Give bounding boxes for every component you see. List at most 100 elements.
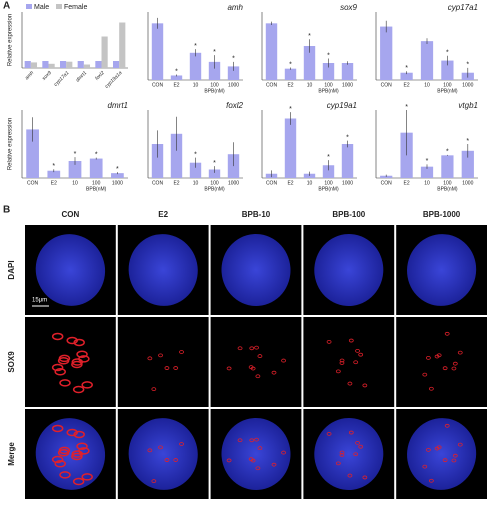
- significance: *: [194, 151, 197, 158]
- stain: [164, 366, 170, 370]
- x-tick-label: E2: [173, 82, 179, 88]
- stain: [158, 445, 163, 450]
- bar: [322, 63, 335, 80]
- bar: [101, 36, 108, 68]
- chart-title: cyp17a1: [448, 3, 478, 12]
- stain: [452, 453, 458, 458]
- stain: [179, 442, 184, 446]
- bar: [265, 23, 278, 80]
- chart-title: foxl2: [226, 101, 243, 110]
- stain: [451, 458, 457, 463]
- x-tick-label: 1000: [228, 180, 239, 186]
- stain: [457, 350, 463, 355]
- stain: [358, 352, 364, 357]
- stain: [358, 444, 364, 449]
- significance: *: [116, 166, 119, 173]
- bar: [59, 61, 67, 68]
- stain: [254, 437, 259, 442]
- stain: [51, 455, 64, 464]
- bar: [170, 133, 183, 178]
- stain: [436, 445, 442, 450]
- tissue: [407, 234, 477, 306]
- bar: [112, 61, 120, 68]
- stain: [457, 442, 463, 447]
- x-tick-label: CON: [381, 180, 393, 186]
- micrograph: [25, 317, 116, 407]
- significance: *: [346, 134, 349, 141]
- significance: *: [327, 52, 330, 59]
- stain: [59, 379, 71, 387]
- stain: [58, 354, 71, 363]
- bar: [89, 158, 103, 178]
- stain: [51, 332, 64, 341]
- stain: [425, 355, 431, 360]
- x-tick-label: 1000: [462, 82, 473, 88]
- stain: [158, 353, 163, 358]
- stain: [326, 431, 332, 436]
- y-axis-label: Relative expression: [8, 14, 14, 66]
- x-tick-label: 100: [210, 180, 219, 186]
- bar: [30, 62, 38, 68]
- significance: *: [308, 33, 311, 40]
- bar: [170, 75, 183, 80]
- x-tick-label: CON: [381, 82, 393, 88]
- stain: [58, 446, 71, 455]
- bar: [83, 64, 91, 68]
- tissue: [314, 418, 384, 490]
- stain: [428, 386, 434, 391]
- x-tick-label: 100: [92, 180, 101, 186]
- panel-label: A: [3, 1, 10, 12]
- stain: [355, 440, 360, 445]
- legend-swatch: [26, 4, 32, 9]
- column-header: BPB-100: [332, 210, 365, 219]
- significance: *: [95, 151, 98, 158]
- stain: [335, 461, 341, 466]
- micrograph: [210, 317, 302, 407]
- x-tick-label: foxl2: [94, 70, 106, 82]
- x-tick-label: CON: [152, 82, 164, 88]
- stain: [451, 366, 457, 371]
- significance: *: [289, 106, 292, 113]
- x-tick-label: E2: [173, 180, 179, 186]
- stain: [72, 385, 85, 394]
- x-tick-label: 100: [210, 82, 219, 88]
- stain: [444, 423, 450, 428]
- stain: [353, 452, 359, 457]
- bar: [26, 129, 39, 178]
- stain: [76, 350, 88, 359]
- x-axis-label: BPB(nM): [204, 88, 225, 94]
- bar: [119, 22, 126, 68]
- x-tick-label: 100: [443, 82, 452, 88]
- stain: [78, 355, 90, 363]
- bar: [95, 61, 102, 68]
- bar: [24, 61, 31, 68]
- bar: [189, 52, 202, 80]
- micrograph: [303, 317, 395, 407]
- bar: [111, 173, 124, 178]
- significance: *: [194, 43, 197, 50]
- bar: [47, 170, 61, 178]
- significance: *: [232, 56, 235, 63]
- stain: [362, 383, 368, 388]
- chart-title: sox9: [340, 3, 357, 12]
- chart-title: vtgb1: [458, 101, 478, 110]
- bar: [208, 169, 221, 178]
- stain: [452, 361, 458, 366]
- x-tick-label: 1000: [342, 82, 353, 88]
- stain: [348, 338, 354, 343]
- stain: [422, 372, 428, 377]
- stain: [347, 473, 353, 478]
- bar: [420, 166, 434, 178]
- tissue: [35, 234, 106, 306]
- stain: [147, 356, 153, 361]
- x-tick-label: 100: [443, 180, 452, 186]
- stain: [237, 438, 243, 443]
- stain: [54, 459, 66, 468]
- stain: [81, 381, 93, 389]
- bar: [208, 61, 221, 80]
- stain: [71, 452, 83, 461]
- stain: [281, 358, 286, 363]
- stain: [147, 448, 153, 453]
- significance: *: [446, 50, 449, 57]
- bar: [42, 61, 49, 68]
